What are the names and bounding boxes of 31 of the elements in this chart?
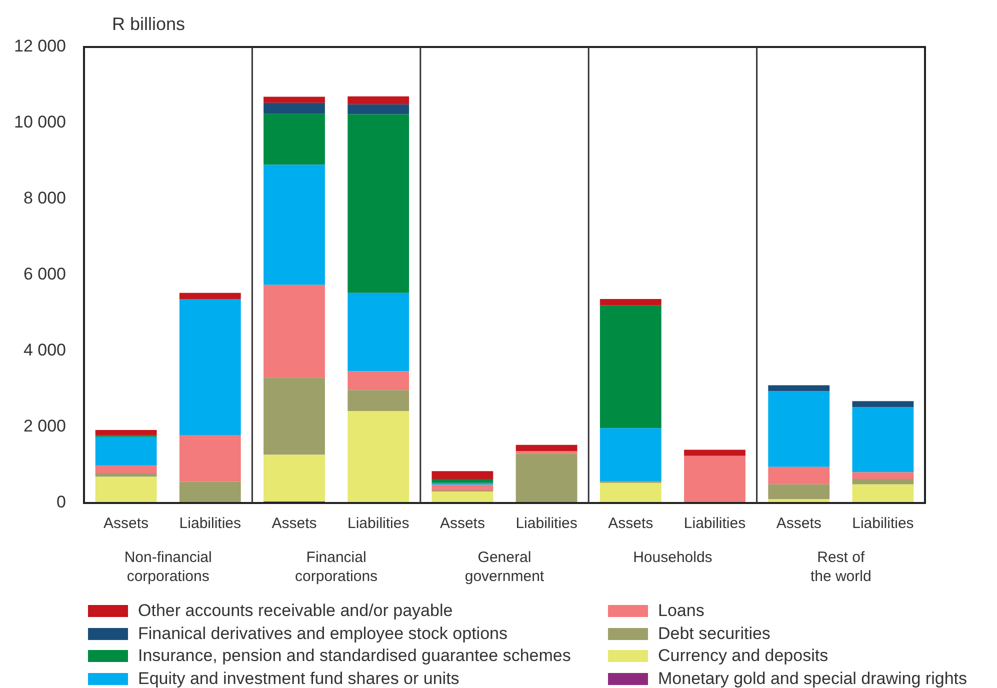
text: Non-financial corporations xyxy=(123,548,213,586)
x-tick-label: Liabilities xyxy=(179,515,241,532)
x-tick-label: Assets xyxy=(440,515,485,532)
x-tick-label: Assets xyxy=(608,515,654,532)
legend-label: Finanical derivatives and employee stock options xyxy=(138,624,508,644)
x-tick-label: Assets xyxy=(104,515,149,532)
legend-label: Equity and investment fund shares or units xyxy=(138,668,460,688)
text: Financial corporations xyxy=(294,548,379,586)
legend-label: Insurance, pension and standardised guarantee schemes xyxy=(138,646,571,666)
y-axis-title: R billions xyxy=(112,14,186,35)
y-tick-label: 8 000 xyxy=(23,188,66,208)
x-tick-label: Liabilities xyxy=(516,515,578,532)
y-tick-label: 12 000 xyxy=(14,36,66,56)
text: Rest of the world xyxy=(809,548,872,586)
x-tick-label: Assets xyxy=(272,515,317,532)
text: Households xyxy=(632,548,714,567)
y-tick-label: 0 xyxy=(56,492,66,512)
text: General government xyxy=(464,548,546,586)
x-tick-label: Assets xyxy=(776,515,822,532)
legend-label: Currency and deposits xyxy=(658,646,828,666)
legend-label: Loans xyxy=(658,601,704,622)
legend-label: Monetary gold and special drawing rights xyxy=(658,668,968,688)
y-tick-label: 10 000 xyxy=(14,112,66,132)
x-tick-label: Liabilities xyxy=(852,515,914,532)
x-tick-label: Liabilities xyxy=(347,515,410,532)
y-tick-label: 2 000 xyxy=(23,416,66,436)
legend-label: Other accounts receivable and/or payable xyxy=(138,601,453,622)
legend-label: Debt securities xyxy=(658,624,770,644)
x-tick-label: Liabilities xyxy=(684,515,746,532)
y-tick-label: 4 000 xyxy=(23,340,66,360)
y-tick-label: 6 000 xyxy=(23,264,66,284)
